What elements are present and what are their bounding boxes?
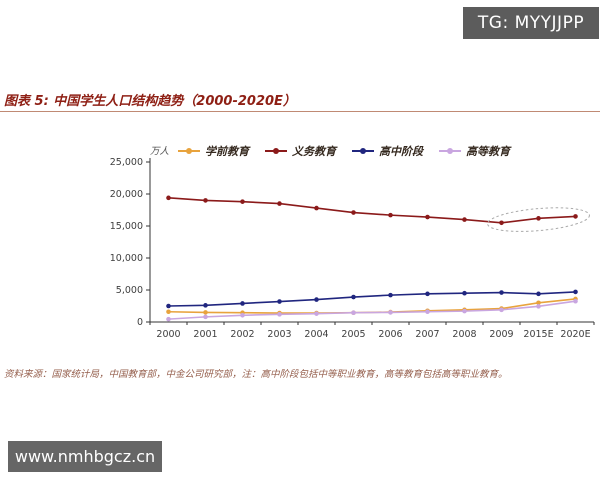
y-tick-label: 0 [137, 317, 143, 328]
chart-legend: 学前教育 义务教育 高中阶段 高等教育 [178, 143, 510, 159]
x-tick-label: 2008 [452, 329, 476, 340]
y-axis-unit-label: 万人 [150, 146, 170, 157]
y-tick-label: 25,000 [110, 157, 143, 168]
series-line [168, 298, 576, 314]
y-tick-label: 20,000 [110, 189, 143, 200]
data-point [166, 303, 171, 309]
legend-label: 学前教育 [205, 145, 249, 158]
series-line [168, 291, 576, 307]
legend-item-1: 义务教育 [265, 143, 336, 159]
legend-marker-icon [178, 147, 200, 155]
data-point [425, 291, 430, 297]
x-tick-label: 2007 [415, 329, 439, 340]
site-watermark-badge: www.nmhbgcz.cn [8, 441, 162, 472]
legend-marker-icon [265, 147, 287, 155]
legend-label: 高等教育 [466, 145, 510, 158]
data-point [573, 214, 578, 219]
y-tick-label: 5,000 [116, 285, 143, 296]
data-point [166, 316, 171, 322]
x-tick-label: 2015E [523, 329, 553, 340]
data-point [240, 301, 245, 306]
data-point [203, 303, 208, 308]
data-point [388, 310, 393, 315]
data-point [499, 307, 504, 313]
x-tick-label: 2006 [378, 329, 402, 340]
series-line [168, 300, 576, 320]
x-tick-label: 2003 [267, 329, 291, 340]
data-point [388, 212, 393, 218]
data-point [203, 198, 208, 203]
data-point [314, 205, 319, 211]
data-point [536, 291, 541, 297]
line-chart: 0 5,000 10,000 15,000 20,000 25,000 2000 2001 20… [110, 157, 595, 340]
data-point [166, 195, 171, 201]
data-point [351, 310, 356, 316]
x-tick-label: 2005 [341, 329, 365, 340]
series-line [168, 197, 576, 224]
legend-marker-icon [352, 147, 374, 155]
data-point [277, 201, 282, 206]
data-point [536, 216, 541, 221]
legend-label: 义务教育 [292, 145, 336, 158]
x-tick-label: 2009 [489, 329, 513, 340]
data-point [573, 289, 578, 295]
y-tick-label: 15,000 [110, 221, 143, 232]
data-point [277, 312, 282, 317]
data-point [351, 210, 356, 215]
data-point [203, 314, 208, 320]
data-point [573, 298, 578, 304]
data-point [240, 199, 245, 204]
data-point [240, 312, 245, 318]
data-point [462, 217, 467, 222]
data-point [351, 294, 356, 300]
highlight-ellipse-annotation [487, 207, 590, 232]
data-point [203, 310, 208, 315]
data-point [499, 220, 504, 226]
data-point [314, 311, 319, 316]
legend-marker-icon [439, 147, 461, 155]
x-tick-label: 2001 [193, 329, 217, 340]
data-point [166, 309, 171, 315]
source-note: 资料来源：国家统计局，中国教育部，中金公司研究部，注：高中阶段包括中等职业教育，… [4, 369, 508, 380]
data-point [499, 290, 504, 295]
legend-item-3: 高等教育 [439, 143, 510, 159]
title-divider [0, 111, 600, 112]
data-point [314, 297, 319, 302]
legend-item-0: 学前教育 [178, 143, 249, 159]
data-point [462, 290, 467, 296]
x-tick-label: 2002 [230, 329, 254, 340]
legend-label: 高中阶段 [379, 145, 423, 158]
x-tick-label: 2020E [560, 329, 590, 340]
data-point [388, 292, 393, 298]
data-point [462, 308, 467, 314]
y-tick-label: 10,000 [110, 253, 143, 264]
data-point [425, 214, 430, 220]
figure-title: 图表 5: 中国学生人口结构趋势（2000-2020E） [4, 94, 296, 109]
x-tick-label: 2000 [156, 329, 180, 340]
data-point [536, 304, 541, 309]
tg-watermark-badge: TG: MYYJJPP [463, 7, 599, 39]
x-tick-label: 2004 [304, 329, 328, 340]
data-point [425, 309, 430, 315]
legend-item-2: 高中阶段 [352, 143, 423, 159]
data-point [536, 300, 541, 306]
data-point [277, 299, 282, 304]
